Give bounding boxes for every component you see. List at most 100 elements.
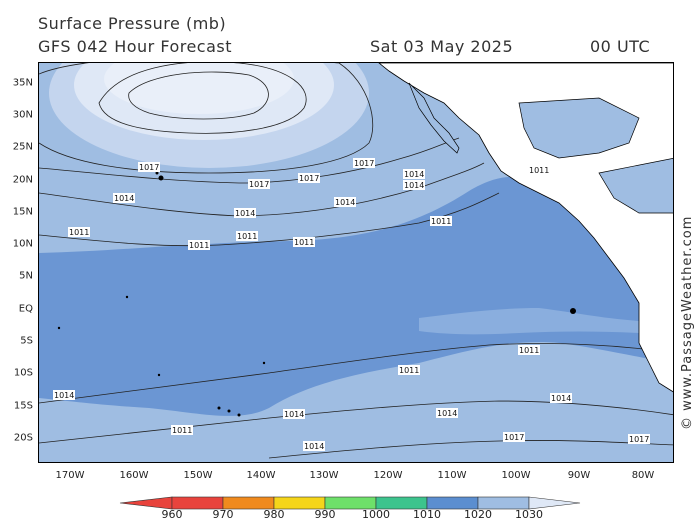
isobar-label: 1011 (189, 241, 209, 250)
lon-label: 150W (183, 470, 213, 481)
pressure-band-1008-1011 (39, 176, 673, 416)
colorbar-label: 990 (314, 508, 336, 521)
isobar-label: 1014 (114, 194, 134, 203)
lon-label: 90W (567, 470, 591, 481)
lat-label: 25N (12, 141, 33, 153)
isobar-label-bg (528, 165, 550, 175)
isobar-label: 1014 (54, 391, 74, 400)
colorbar-label: 1020 (464, 508, 492, 521)
forecast-subtitle: GFS 042 Hour Forecast (38, 37, 233, 56)
isobar-label: 1014 (284, 410, 304, 419)
lat-label: 10N (12, 238, 33, 250)
isobar-label-bg (113, 193, 135, 203)
isobar-label-bg (403, 180, 425, 190)
isobar-label: 1014 (437, 409, 457, 418)
isobar-label-bg (430, 216, 452, 226)
colorbar-label: 960 (161, 508, 183, 521)
island-marquesas (262, 361, 266, 365)
caribbean-sea (598, 158, 673, 214)
colorbar-label: 1000 (362, 508, 390, 521)
isobar-label-bg (138, 162, 160, 172)
lon-label: 140W (246, 470, 276, 481)
lon-label: 160W (119, 470, 149, 481)
isobar-1017-south (268, 440, 673, 459)
isobar-label-bg (303, 441, 325, 451)
isobar-label-bg (403, 169, 425, 179)
isobar-label: 1011 (529, 166, 549, 175)
isobar-label-bg (503, 432, 525, 442)
lat-label: 5N (19, 270, 33, 282)
pressure-map: 1017 1017 1017 1017 1014 1014 1014 1014 1014 1011… (38, 62, 674, 463)
isobar-label: 1014 (304, 442, 324, 451)
isobar-label: 1017 (249, 180, 269, 189)
colorbar-label: 980 (263, 508, 285, 521)
isobar-label-bg (53, 390, 75, 400)
isobar-label: 1014 (404, 170, 424, 179)
pressure-patch (419, 308, 639, 335)
island-polynesia (227, 409, 231, 413)
isobar-label: 1017 (354, 159, 374, 168)
isobar-label: 1017 (299, 174, 319, 183)
forecast-date: Sat 03 May 2025 (370, 37, 514, 56)
isobar-1026 (128, 71, 269, 120)
isobar-label-bg (628, 434, 650, 444)
colorbar-label: 970 (212, 508, 234, 521)
lon-label: 110W (437, 470, 467, 481)
island-hawaii (158, 175, 164, 181)
isobar-label-bg (353, 158, 375, 168)
lon-label: 80W (631, 470, 655, 481)
credit-text: © www.PassageWeather.com (680, 215, 695, 430)
isobar-label: 1011 (519, 346, 539, 355)
isobar-1011-south (39, 343, 673, 404)
lat-label: 30N (12, 109, 33, 121)
island-polynesia (217, 406, 221, 410)
isobar-label-bg (283, 409, 305, 419)
island-hawaii-small (155, 171, 159, 175)
isobar-label: 1011 (237, 232, 257, 241)
isobar-label-bg (293, 237, 315, 247)
lon-label: 120W (373, 470, 403, 481)
isobar-label: 1014 (335, 198, 355, 207)
isobar-label: 1011 (69, 228, 89, 237)
isobar-label: 1011 (431, 217, 451, 226)
isobar-label-bg (550, 393, 572, 403)
isobar-label: 1017 (504, 433, 524, 442)
isobar-label-bg (518, 345, 540, 355)
forecast-time: 00 UTC (590, 37, 651, 56)
isobar-label-bg (298, 173, 320, 183)
island-line (125, 295, 129, 299)
isobar-label-bg (234, 208, 256, 218)
lat-label: 35N (12, 77, 33, 89)
high-center (104, 63, 294, 114)
lat-label: 20N (12, 174, 33, 186)
lat-label: 20S (13, 432, 33, 444)
isobar-label: 1014 (551, 394, 571, 403)
isobar-1014 (39, 162, 485, 217)
isobar-label-bg (188, 240, 210, 250)
isobar-label-bg (334, 197, 356, 207)
island-galapagos (570, 308, 576, 314)
isobar-label: 1014 (404, 181, 424, 190)
isobar-label-bg (236, 231, 258, 241)
isobar-label-bg (436, 408, 458, 418)
island-tuamotu (157, 373, 161, 377)
colorbar-label: 1030 (515, 508, 543, 521)
gulf-of-california (408, 82, 460, 154)
isobar-label-bg (398, 365, 420, 375)
map-title: Surface Pressure (mb) (38, 14, 227, 33)
lon-label: 130W (309, 470, 339, 481)
lat-label: 15N (12, 206, 33, 218)
lat-label: EQ (18, 303, 33, 315)
isobar-label: 1014 (235, 209, 255, 218)
colorbar-label: 1010 (413, 508, 441, 521)
isobar-1017 (39, 137, 460, 184)
island-phoenix (57, 326, 61, 330)
isobar-1014-south (39, 400, 673, 444)
lat-label: 15S (13, 400, 33, 412)
isobar-label: 1017 (139, 163, 159, 172)
lat-label: 10S (13, 367, 33, 379)
isobar-label-bg (68, 227, 90, 237)
isobar-label: 1011 (172, 426, 192, 435)
isobar-label: 1017 (629, 435, 649, 444)
isobar-label-bg (248, 179, 270, 189)
